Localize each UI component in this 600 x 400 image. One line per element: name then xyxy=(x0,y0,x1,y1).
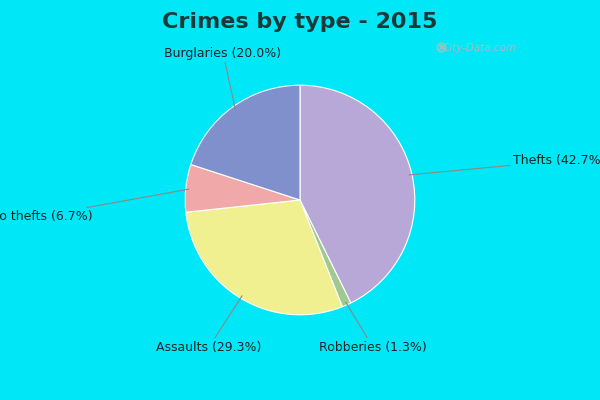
Text: Crimes by type - 2015: Crimes by type - 2015 xyxy=(163,12,437,32)
Wedge shape xyxy=(185,164,300,212)
Text: Thefts (42.7%): Thefts (42.7%) xyxy=(409,154,600,175)
Wedge shape xyxy=(191,85,300,200)
Wedge shape xyxy=(300,85,415,303)
Wedge shape xyxy=(186,200,342,315)
Text: Auto thefts (6.7%): Auto thefts (6.7%) xyxy=(0,189,188,223)
Text: City-Data.com: City-Data.com xyxy=(443,43,517,53)
Text: Burglaries (20.0%): Burglaries (20.0%) xyxy=(164,46,281,109)
Text: ■: ■ xyxy=(439,45,444,50)
Text: Robberies (1.3%): Robberies (1.3%) xyxy=(319,302,427,354)
Text: Assaults (29.3%): Assaults (29.3%) xyxy=(157,296,262,354)
Wedge shape xyxy=(300,200,351,307)
